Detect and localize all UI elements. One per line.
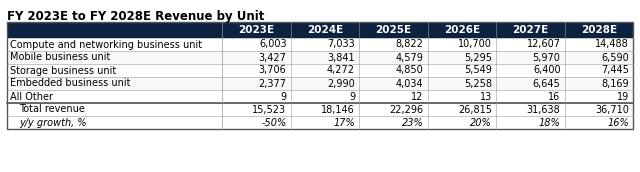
Text: 7,445: 7,445 bbox=[601, 66, 629, 76]
Text: 2027E: 2027E bbox=[512, 25, 548, 35]
Text: 5,258: 5,258 bbox=[464, 78, 492, 89]
Text: -50%: -50% bbox=[261, 117, 287, 127]
Text: 15,523: 15,523 bbox=[252, 105, 287, 115]
Text: 8,822: 8,822 bbox=[396, 40, 424, 50]
Text: 4,579: 4,579 bbox=[396, 52, 424, 62]
Text: Compute and networking business unit: Compute and networking business unit bbox=[10, 40, 202, 50]
Text: Embedded business unit: Embedded business unit bbox=[10, 78, 131, 89]
Bar bbox=[7, 38, 633, 51]
Bar bbox=[7, 64, 633, 77]
Bar bbox=[7, 103, 633, 116]
Text: 20%: 20% bbox=[470, 117, 492, 127]
Text: 9: 9 bbox=[349, 92, 355, 101]
Text: 4,272: 4,272 bbox=[327, 66, 355, 76]
Text: 6,645: 6,645 bbox=[532, 78, 561, 89]
Text: 17%: 17% bbox=[333, 117, 355, 127]
Bar bbox=[7, 116, 633, 129]
Text: 18%: 18% bbox=[539, 117, 561, 127]
Text: 36,710: 36,710 bbox=[595, 105, 629, 115]
Text: All Other: All Other bbox=[10, 92, 53, 101]
Bar bbox=[7, 22, 633, 38]
Text: 2025E: 2025E bbox=[375, 25, 412, 35]
Text: 3,841: 3,841 bbox=[328, 52, 355, 62]
Text: 9: 9 bbox=[280, 92, 287, 101]
Text: 10,700: 10,700 bbox=[458, 40, 492, 50]
Text: 3,706: 3,706 bbox=[259, 66, 287, 76]
Text: 31,638: 31,638 bbox=[527, 105, 561, 115]
Text: 16: 16 bbox=[548, 92, 561, 101]
Text: 16%: 16% bbox=[607, 117, 629, 127]
Text: 3,427: 3,427 bbox=[259, 52, 287, 62]
Text: 4,034: 4,034 bbox=[396, 78, 424, 89]
Text: 2,377: 2,377 bbox=[259, 78, 287, 89]
Text: 12: 12 bbox=[411, 92, 424, 101]
Bar bbox=[7, 90, 633, 103]
Text: 23%: 23% bbox=[402, 117, 424, 127]
Text: Mobile business unit: Mobile business unit bbox=[10, 52, 110, 62]
Text: 2026E: 2026E bbox=[444, 25, 480, 35]
Text: 7,033: 7,033 bbox=[327, 40, 355, 50]
Text: 8,169: 8,169 bbox=[602, 78, 629, 89]
Text: FY 2023E to FY 2028E Revenue by Unit: FY 2023E to FY 2028E Revenue by Unit bbox=[7, 10, 264, 23]
Text: Storage business unit: Storage business unit bbox=[10, 66, 116, 76]
Text: y/y growth, %: y/y growth, % bbox=[19, 117, 86, 127]
Text: 18,146: 18,146 bbox=[321, 105, 355, 115]
Text: 22,296: 22,296 bbox=[389, 105, 424, 115]
Text: 2023E: 2023E bbox=[238, 25, 275, 35]
Text: 4,850: 4,850 bbox=[396, 66, 424, 76]
Text: 12,607: 12,607 bbox=[527, 40, 561, 50]
Text: 5,549: 5,549 bbox=[464, 66, 492, 76]
Text: 6,003: 6,003 bbox=[259, 40, 287, 50]
Text: 2028E: 2028E bbox=[580, 25, 617, 35]
Text: 14,488: 14,488 bbox=[595, 40, 629, 50]
Text: 13: 13 bbox=[480, 92, 492, 101]
Text: 6,590: 6,590 bbox=[601, 52, 629, 62]
Bar bbox=[7, 77, 633, 90]
Bar bbox=[7, 22, 633, 129]
Text: 5,970: 5,970 bbox=[532, 52, 561, 62]
Bar bbox=[7, 51, 633, 64]
Text: Total revenue: Total revenue bbox=[19, 105, 85, 115]
Text: 2,990: 2,990 bbox=[327, 78, 355, 89]
Text: 19: 19 bbox=[617, 92, 629, 101]
Text: 6,400: 6,400 bbox=[533, 66, 561, 76]
Text: 2024E: 2024E bbox=[307, 25, 343, 35]
Text: 26,815: 26,815 bbox=[458, 105, 492, 115]
Text: 5,295: 5,295 bbox=[464, 52, 492, 62]
